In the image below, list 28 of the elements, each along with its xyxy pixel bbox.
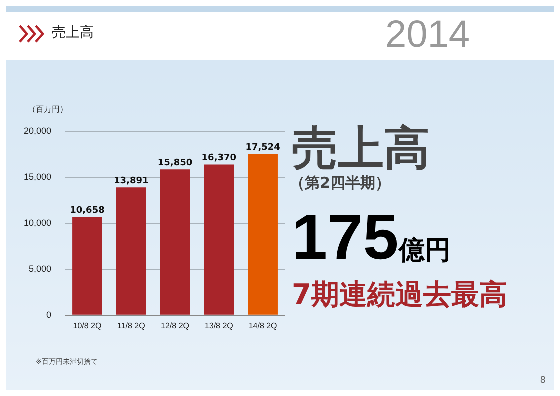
data-label: 16,370 <box>202 154 237 164</box>
text: 175億円 <box>292 201 451 273</box>
y-tick-label: 10,000 <box>24 218 52 228</box>
x-tick-label: 14/8 2Q <box>248 321 278 330</box>
text: 売上高 <box>292 120 430 175</box>
data-label: 15,850 <box>158 158 193 168</box>
data-label: 17,524 <box>246 143 280 154</box>
data-label: 10,658 <box>70 206 105 216</box>
text: 7期連続過去最高 <box>292 277 508 313</box>
bar <box>116 188 146 315</box>
data-label: 13,891 <box>114 176 149 186</box>
y-tick-label: 20,000 <box>24 126 52 136</box>
text: 8 <box>540 376 546 386</box>
y-tick-label: 0 <box>46 310 52 320</box>
text: 2014 <box>385 14 470 57</box>
x-tick-label: 13/8 2Q <box>204 321 234 330</box>
bar <box>160 170 190 315</box>
text: （第2四半期） <box>290 174 390 193</box>
x-tick-label: 12/8 2Q <box>161 321 190 330</box>
x-tick-label: 10/8 2Q <box>73 321 102 330</box>
bar <box>72 217 102 315</box>
y-axis-title: （百万円） <box>28 104 68 115</box>
y-tick-label: 15,000 <box>24 172 52 182</box>
chart-title: 売上高 <box>52 24 94 42</box>
bar <box>248 154 278 315</box>
y-tick-label: 5,000 <box>28 264 52 274</box>
bar <box>204 164 234 315</box>
x-tick-label: 11/8 2Q <box>117 321 146 330</box>
